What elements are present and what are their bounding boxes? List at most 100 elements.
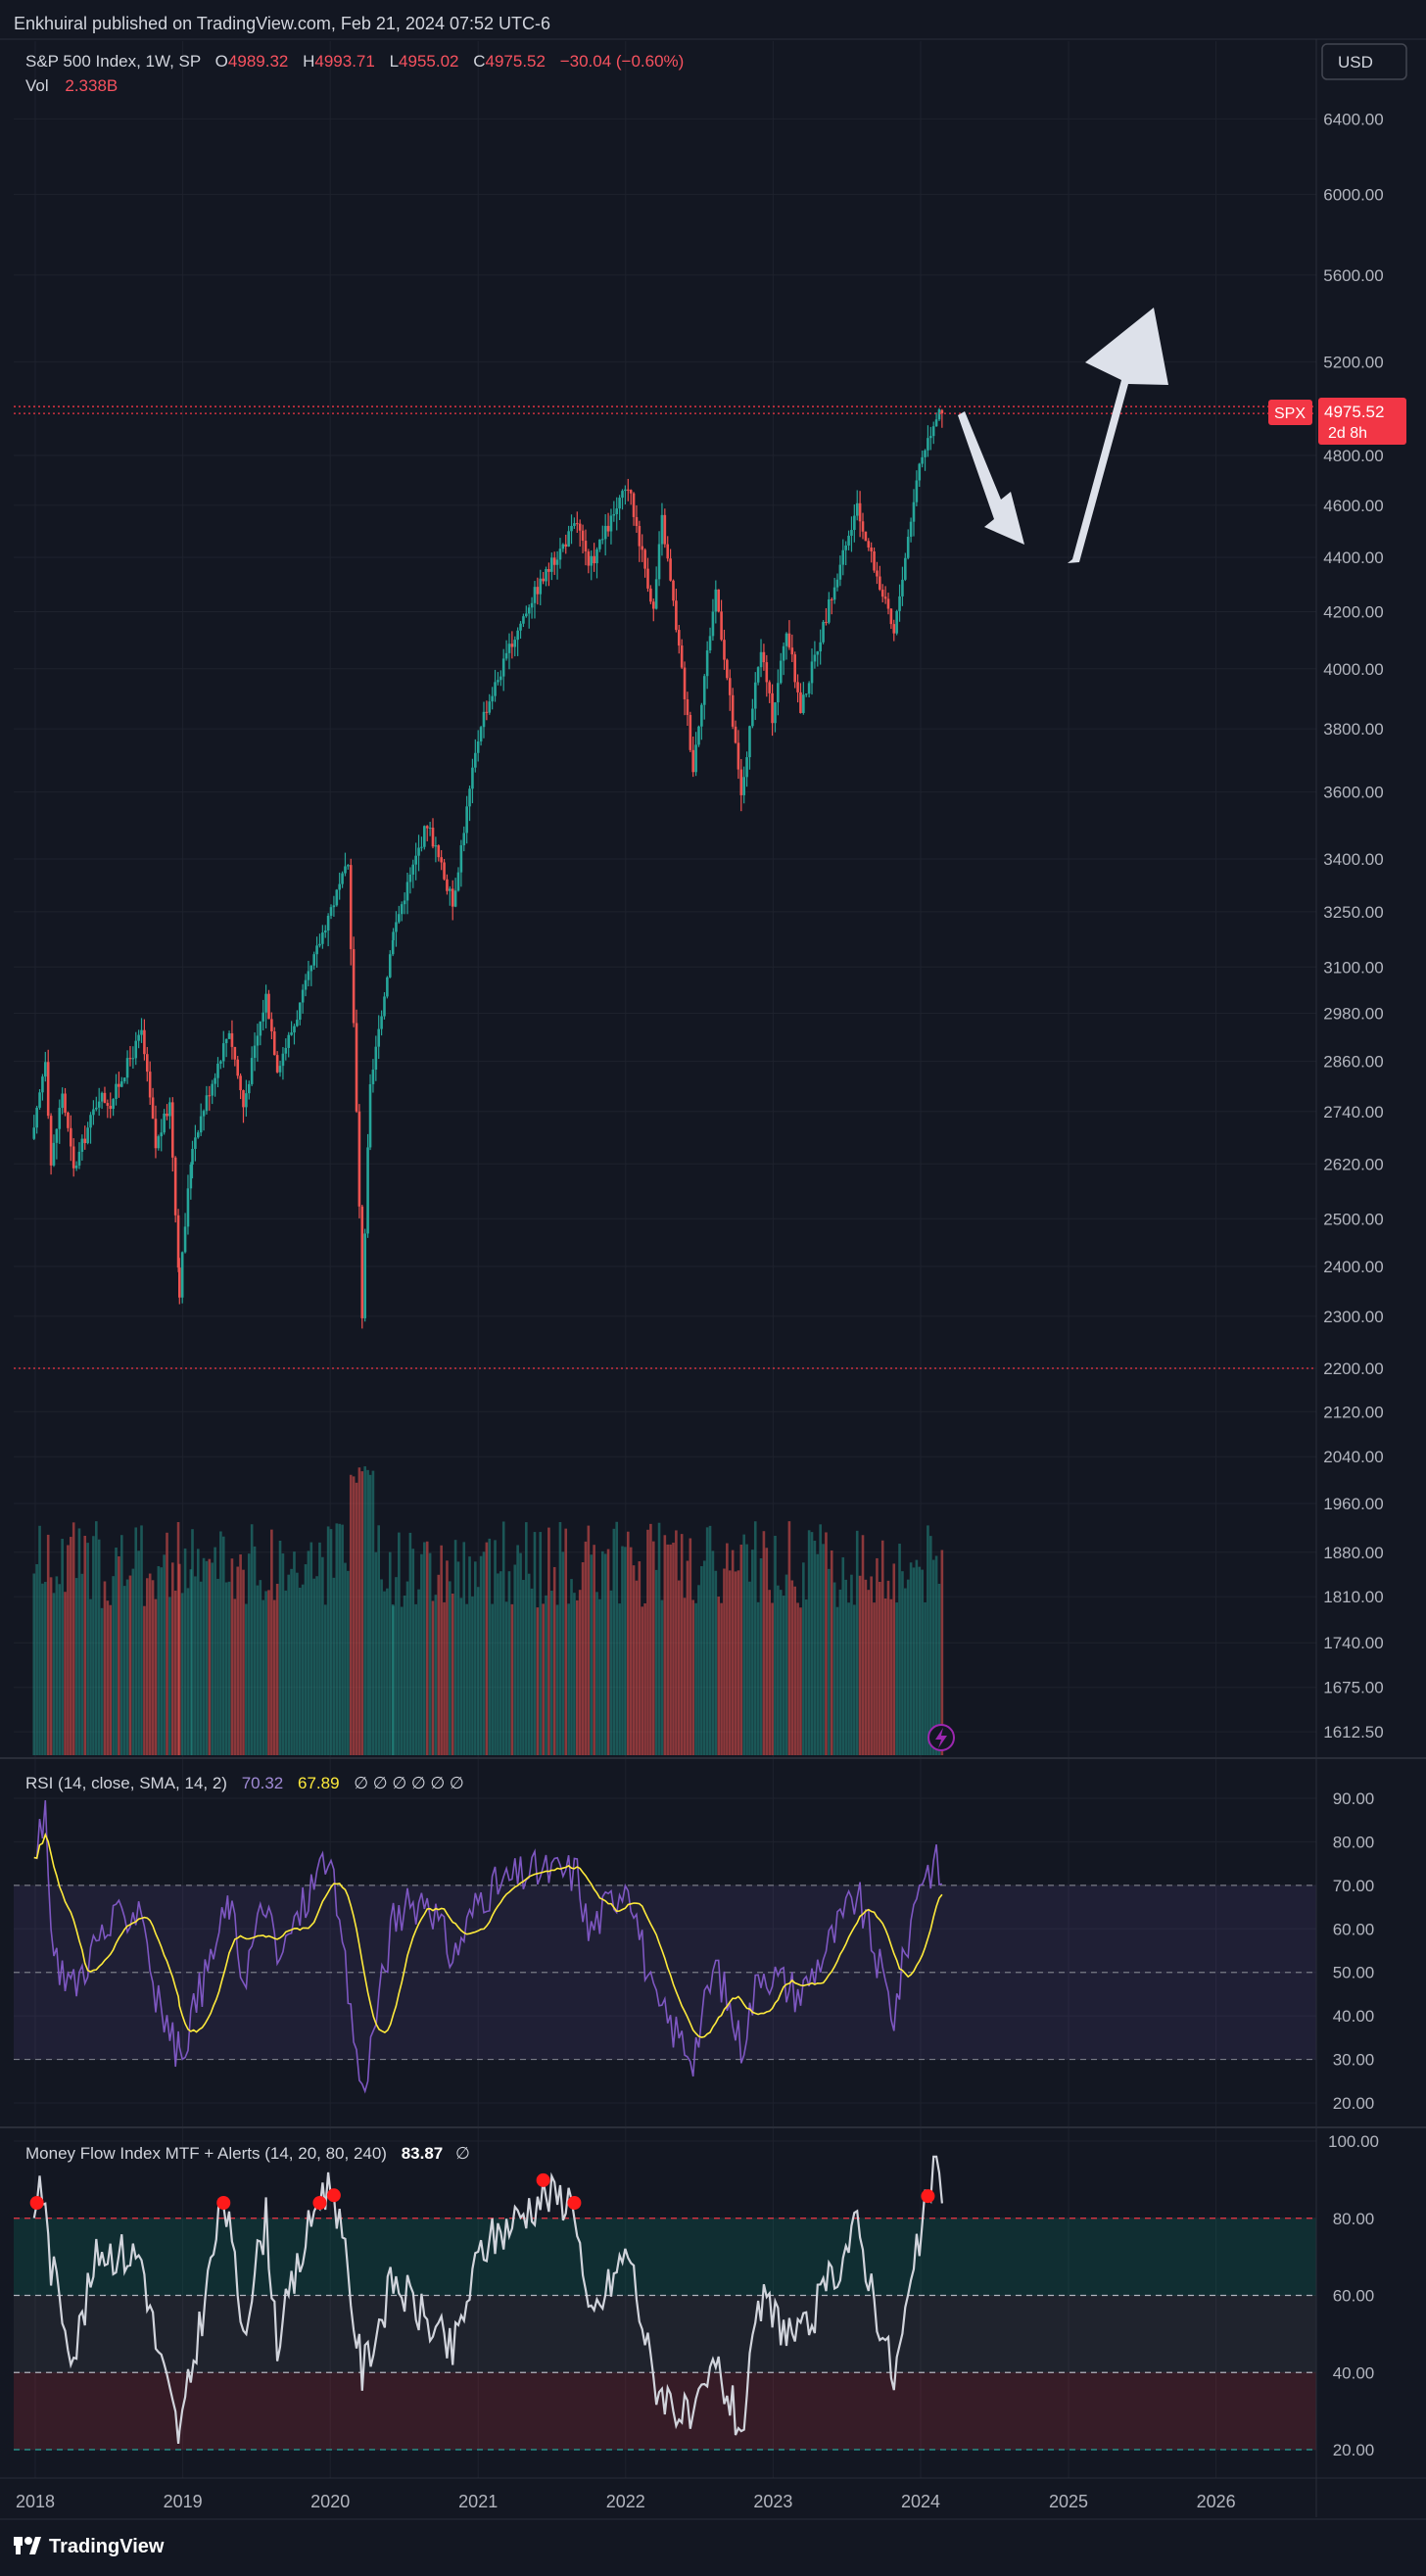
candle-body <box>615 508 619 514</box>
volume-bar <box>309 1542 313 1755</box>
volume-bar <box>677 1580 681 1755</box>
volume-bar <box>137 1550 140 1755</box>
candle-body <box>166 1113 168 1117</box>
candle-body <box>92 1109 95 1116</box>
candle-body <box>810 661 814 684</box>
candle-body <box>581 530 585 542</box>
volume-bar <box>347 1570 350 1755</box>
candle-body <box>451 888 454 907</box>
candle-body <box>67 1112 70 1128</box>
volume-bar <box>398 1532 401 1755</box>
candle-body <box>822 621 825 643</box>
candle-body <box>739 769 743 795</box>
volume-bar <box>606 1549 610 1755</box>
volume-bar <box>901 1571 904 1755</box>
volume-bar <box>77 1528 81 1755</box>
volume-bar <box>261 1599 265 1755</box>
candle-body <box>323 930 327 933</box>
mfi-overbought-zone <box>14 2218 1316 2296</box>
price-tick-label: 4600.00 <box>1323 497 1383 515</box>
mfi-alert-dot <box>921 2189 935 2204</box>
year-tick-label: 2020 <box>310 2492 350 2511</box>
candle-body <box>137 1034 140 1041</box>
candle-body <box>233 1046 237 1060</box>
up-arrow-drawing[interactable] <box>1068 308 1168 563</box>
rsi-legend[interactable]: RSI (14, close, SMA, 14, 2) 70.32 67.89 … <box>25 1774 464 1792</box>
volume-bar <box>909 1562 913 1755</box>
down-arrow-drawing[interactable] <box>958 411 1024 545</box>
candle-body <box>352 949 356 1024</box>
price-axis[interactable]: 6400.00 6000.00 5600.00 5200.00 4800.00 4600.… <box>1323 110 1383 2459</box>
candle-body <box>476 741 480 753</box>
currency-button[interactable]: USD <box>1321 43 1407 80</box>
lightning-icon[interactable] <box>927 1724 955 1751</box>
volume-bar <box>100 1607 104 1755</box>
candle-body <box>315 945 318 955</box>
volume-bar <box>603 1553 607 1755</box>
volume-bar <box>819 1524 822 1755</box>
volume-bar <box>739 1545 743 1755</box>
price-tick-label: 3250.00 <box>1323 903 1383 922</box>
candle-body <box>825 621 828 623</box>
mfi-value: 83.87 <box>402 2144 444 2163</box>
volume-bar <box>411 1549 415 1755</box>
candle-body <box>779 660 783 684</box>
candle-body <box>510 644 514 647</box>
candle-body <box>71 1146 75 1169</box>
volume-bar <box>802 1562 805 1755</box>
volume-bar <box>216 1578 219 1755</box>
candle-body <box>641 546 644 550</box>
candle-body <box>612 513 616 516</box>
candle-body <box>383 996 386 1017</box>
candle-body <box>918 463 922 481</box>
volume-bar <box>666 1544 670 1755</box>
rsi-line <box>33 1799 943 2094</box>
price-tick-label: 2620.00 <box>1323 1155 1383 1173</box>
candle-body <box>748 726 751 758</box>
candle-body <box>516 630 519 641</box>
candle-body <box>799 692 802 713</box>
candle-body <box>584 541 588 552</box>
price-tick-label: 2120.00 <box>1323 1403 1383 1421</box>
candle-body <box>742 777 745 795</box>
price-tick-label: 2300.00 <box>1323 1308 1383 1326</box>
volume-bar <box>267 1590 270 1755</box>
tradingview-logo-icon[interactable] <box>14 2537 41 2554</box>
volume-bar <box>734 1571 737 1755</box>
time-axis[interactable]: 2018 2019 2020 2021 2022 2023 2024 2025 2026 <box>16 2492 1236 2511</box>
mfi-legend[interactable]: Money Flow Index MTF + Alerts (14, 20, 8… <box>25 2144 470 2163</box>
volume-bar <box>434 1595 438 1755</box>
candle-body <box>423 826 426 847</box>
candle-body <box>264 993 267 1013</box>
candle-body <box>145 1054 149 1073</box>
volume-bar <box>641 1606 644 1755</box>
candle-body <box>533 587 537 603</box>
volume-bar <box>236 1566 240 1755</box>
candle-body <box>428 828 432 830</box>
candle-body <box>499 676 502 681</box>
candle-body <box>552 557 556 565</box>
candle-body <box>191 1148 194 1165</box>
rsi-title: RSI (14, close, SMA, 14, 2) <box>25 1774 227 1792</box>
candle-body <box>904 557 907 580</box>
candle-body <box>446 879 449 891</box>
volume-bar <box>380 1579 383 1755</box>
candle-body <box>157 1136 161 1149</box>
volume-bar <box>118 1555 120 1755</box>
price-tick-label: 6000.00 <box>1323 185 1383 204</box>
candle-body <box>355 1023 358 1112</box>
candle-body <box>44 1062 47 1077</box>
volume-bar <box>67 1545 70 1755</box>
candle-body <box>756 667 760 683</box>
symbol-legend[interactable]: S&P 500 Index, 1W, SP O4989.32 H4993.71 … <box>25 52 684 71</box>
volume-bar <box>918 1566 922 1755</box>
price-badge <box>1318 398 1406 445</box>
volume-legend[interactable]: Vol 2.338B <box>25 76 118 95</box>
volume-bar <box>128 1575 132 1755</box>
candle-body <box>400 904 404 915</box>
candle-body <box>793 654 796 683</box>
volume-bar <box>830 1550 833 1755</box>
footer-brand[interactable]: TradingView <box>49 2536 165 2557</box>
candle-body <box>118 1083 120 1087</box>
